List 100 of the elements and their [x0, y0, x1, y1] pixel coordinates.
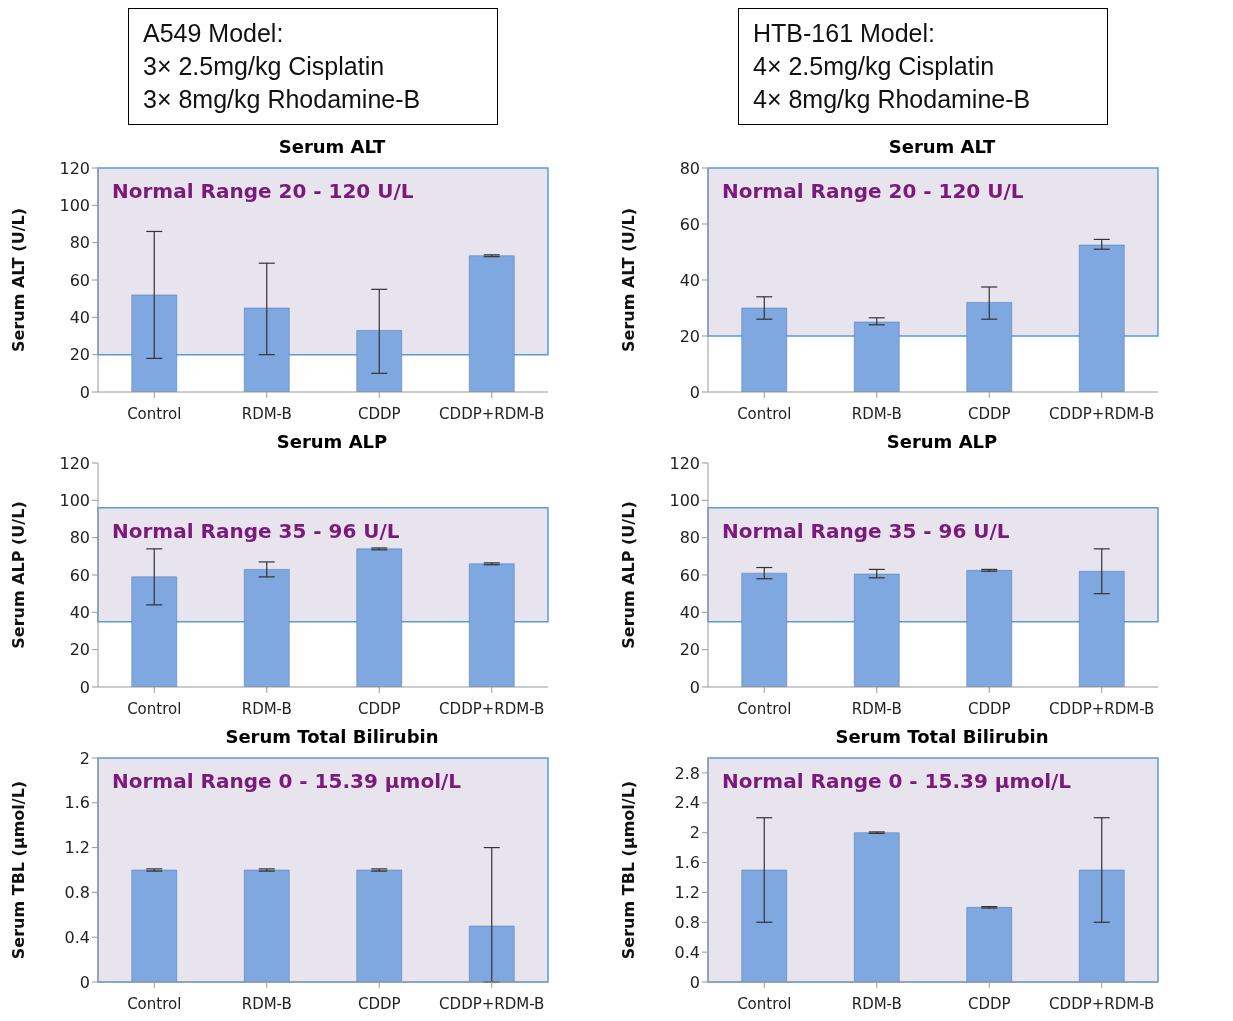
x-tick-label: CDDP+RDM-B: [1049, 404, 1155, 423]
x-tick-label: CDDP: [967, 404, 1011, 423]
x-tick-label: RDM-B: [241, 994, 292, 1013]
y-tick-label: 80: [679, 528, 700, 548]
y-tick-label: 2.8: [674, 763, 700, 783]
y-tick-label: 40: [679, 603, 700, 623]
x-tick-label: RDM-B: [851, 404, 902, 423]
x-tick-label: Control: [127, 699, 182, 718]
band-label: Normal Range 35 - 96 U/L: [722, 518, 1010, 543]
y-tick-label: 0: [79, 677, 90, 697]
y-tick-label: 60: [679, 565, 700, 585]
text: 4× 2.5mg/kg Cisplatin: [753, 51, 996, 82]
x-tick-label: CDDP+RDM-B: [439, 994, 545, 1013]
y-tick-label: 1.2: [674, 883, 700, 903]
y-tick-label: 0: [79, 382, 90, 402]
y-tick-label: 80: [69, 233, 90, 253]
text: HTB-161 Model:: [753, 18, 937, 49]
x-tick-label: RDM-B: [241, 404, 292, 423]
y-tick-label: 20: [69, 345, 90, 365]
x-tick-label: CDDP+RDM-B: [439, 699, 545, 718]
y-tick-label: 0.4: [64, 927, 90, 947]
y-tick-label: 80: [679, 158, 700, 178]
y-tick-label: 20: [679, 640, 700, 660]
bar: [966, 302, 1012, 392]
y-axis-title: Serum ALT (U/L): [618, 208, 638, 352]
y-tick-label: 40: [69, 308, 90, 328]
x-tick-label: CDDP: [357, 699, 401, 718]
bar: [1079, 244, 1125, 392]
y-tick-label: 120: [59, 158, 90, 178]
y-axis-title: Serum ALT (U/L): [8, 208, 28, 352]
text: 3× 8mg/kg Rhodamine-B: [143, 84, 422, 115]
bar: [741, 869, 787, 982]
bar: [356, 548, 402, 687]
y-tick-label: 60: [69, 565, 90, 585]
x-tick-label: RDM-B: [851, 699, 902, 718]
y-axis-title: Serum TBL (µmol/L): [8, 780, 28, 960]
y-tick-label: 120: [669, 453, 700, 473]
x-tick-label: CDDP+RDM-B: [439, 404, 545, 423]
text: A549 Model:: [143, 18, 285, 49]
band-label: Normal Range 20 - 120 U/L: [112, 179, 414, 203]
y-tick-label: 100: [59, 196, 90, 216]
chart-title: Serum ALP: [275, 431, 389, 454]
x-tick-label: Control: [127, 994, 182, 1013]
y-tick-label: 120: [59, 453, 90, 473]
x-tick-label: RDM-B: [851, 994, 902, 1013]
y-tick-label: 1.2: [64, 838, 90, 858]
chart-title: Serum Total Bilirubin: [224, 726, 440, 749]
bar: [131, 576, 177, 687]
band-label: Normal Range 20 - 120 U/L: [722, 179, 1024, 203]
y-axis-title: Serum ALP (U/L): [8, 501, 28, 649]
y-tick-label: 1.6: [674, 853, 700, 873]
y-tick-label: 0: [689, 677, 700, 697]
y-tick-label: 0: [689, 972, 700, 992]
x-tick-label: Control: [737, 404, 792, 423]
x-tick-label: CDDP+RDM-B: [1049, 994, 1155, 1013]
x-tick-label: Control: [737, 994, 792, 1013]
y-tick-label: 20: [69, 640, 90, 660]
y-tick-label: 40: [679, 270, 700, 290]
bar: [1079, 869, 1125, 982]
y-tick-label: 2.4: [674, 793, 700, 813]
text: 4× 8mg/kg Rhodamine-B: [753, 84, 1032, 115]
bar: [356, 330, 402, 392]
chart-title: Serum Total Bilirubin: [834, 726, 1050, 749]
x-tick-label: Control: [127, 404, 182, 423]
x-tick-label: CDDP: [967, 699, 1011, 718]
bar: [469, 563, 515, 687]
y-tick-label: 60: [679, 214, 700, 234]
y-tick-label: 0.4: [674, 942, 700, 962]
x-tick-label: CDDP: [967, 994, 1011, 1013]
bar: [244, 307, 290, 392]
band-label: Normal Range 35 - 96 U/L: [112, 518, 400, 543]
y-tick-label: 1.6: [64, 793, 90, 813]
bar: [131, 294, 177, 392]
y-tick-label: 2: [79, 748, 90, 768]
x-tick-label: RDM-B: [241, 699, 292, 718]
bar: [854, 832, 900, 982]
chart-title: Serum ALT: [887, 136, 997, 159]
chart-title: Serum ALT: [277, 136, 387, 159]
bar: [741, 307, 787, 392]
y-tick-label: 0.8: [674, 912, 700, 932]
text: 3× 2.5mg/kg Cisplatin: [143, 51, 386, 82]
bar: [469, 255, 515, 392]
y-tick-label: 100: [59, 491, 90, 511]
band-label: Normal Range 0 - 15.39 µmol/L: [722, 769, 1072, 793]
bar: [244, 569, 290, 687]
x-tick-label: CDDP: [357, 404, 401, 423]
y-tick-label: 80: [69, 528, 90, 548]
x-tick-label: Control: [737, 699, 792, 718]
y-axis-title: Serum ALP (U/L): [618, 501, 638, 649]
y-tick-label: 0.8: [64, 883, 90, 903]
y-tick-label: 40: [69, 603, 90, 623]
chart-title: Serum ALP: [885, 431, 999, 454]
x-tick-label: CDDP+RDM-B: [1049, 699, 1155, 718]
y-tick-label: 20: [679, 326, 700, 346]
x-tick-label: CDDP: [357, 994, 401, 1013]
y-tick-label: 0: [689, 382, 700, 402]
y-tick-label: 0: [79, 972, 90, 992]
y-tick-label: 2: [689, 823, 700, 843]
y-tick-label: 100: [669, 491, 700, 511]
bar: [854, 321, 900, 392]
